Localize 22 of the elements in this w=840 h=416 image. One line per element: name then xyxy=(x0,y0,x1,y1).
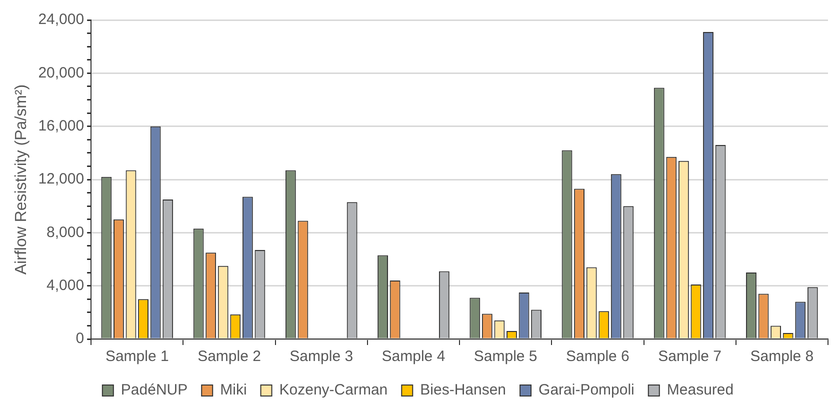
y-tick-label: 24,000 xyxy=(38,11,84,28)
x-tick-label: Sample 1 xyxy=(105,348,169,366)
x-tick-label: Sample 2 xyxy=(198,348,261,366)
y-tick-label: 4,000 xyxy=(46,276,84,294)
y-tick-label: 16,000 xyxy=(38,117,84,134)
x-tick-label: Sample 6 xyxy=(566,348,630,366)
y-tick-label: 12,000 xyxy=(38,170,84,188)
x-tick-label: Sample 7 xyxy=(658,348,722,366)
legend-label: Miki xyxy=(220,382,247,399)
legend-label: Measured xyxy=(666,382,734,399)
y-axis-title: Airflow Resistivity (Pa/sm²) xyxy=(13,84,30,275)
y-tick-label: 0 xyxy=(76,330,84,348)
y-tick-label: 8,000 xyxy=(46,224,84,241)
legend-label: Kozeny-Carman xyxy=(279,382,388,399)
legend-label: Garai-Pompoli xyxy=(538,382,634,399)
x-tick-label: Sample 4 xyxy=(382,348,446,366)
legend-label: Bies-Hansen xyxy=(420,382,506,399)
x-tick-label: Sample 3 xyxy=(290,348,354,366)
legend-label: PadéNUP xyxy=(120,382,188,399)
y-tick-label: 20,000 xyxy=(38,64,84,82)
x-tick-label: Sample 8 xyxy=(750,348,814,366)
x-tick-label: Sample 5 xyxy=(474,348,538,366)
